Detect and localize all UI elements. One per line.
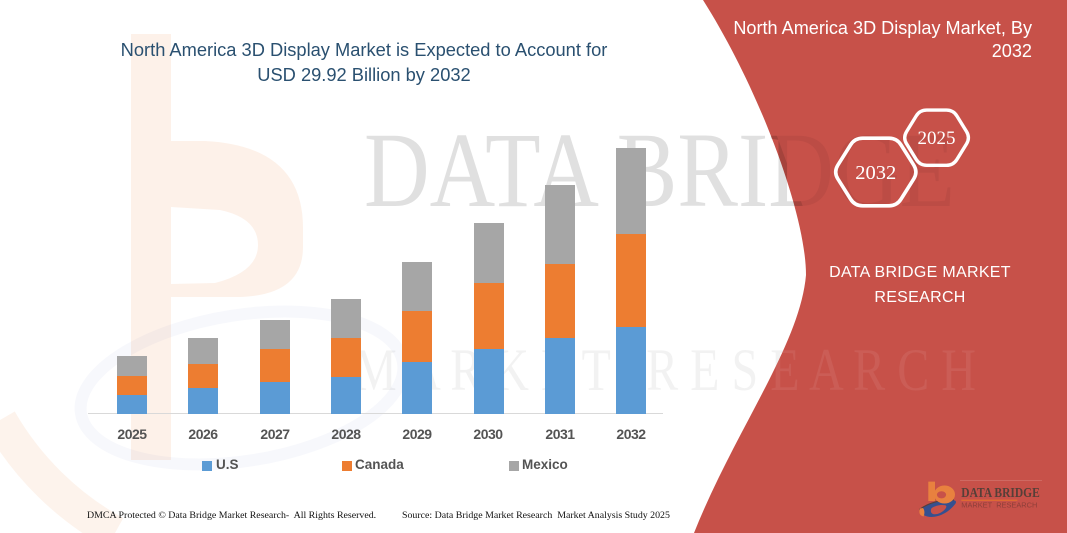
svg-text:2032: 2032 — [855, 162, 896, 184]
svg-text:DATA BRIDGE: DATA BRIDGE — [364, 112, 955, 230]
svg-text:MARKET RESEARCH: MARKET RESEARCH — [961, 503, 1037, 510]
svg-text:2025: 2025 — [918, 128, 956, 149]
svg-text:DATA BRIDGE: DATA BRIDGE — [961, 485, 1040, 500]
